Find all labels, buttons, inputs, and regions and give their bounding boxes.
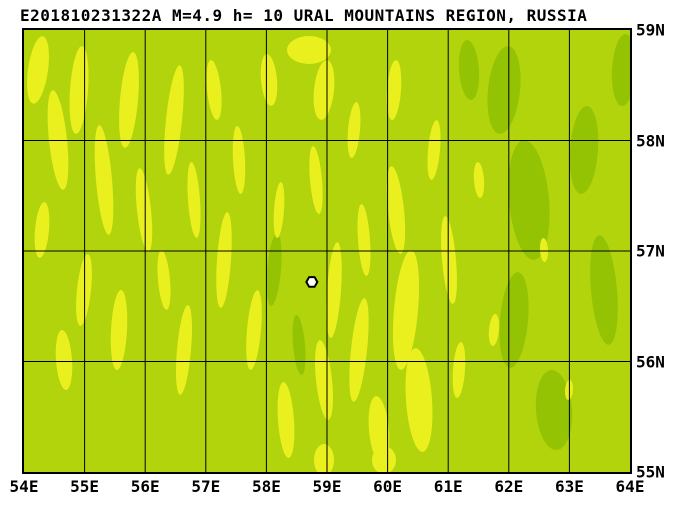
highland-patches (27, 36, 574, 472)
lon-label: 55E (70, 477, 100, 496)
latitude-axis: 59N 58N 57N 56N 55N (636, 0, 676, 505)
lat-label: 57N (636, 241, 665, 261)
lon-label: 58E (251, 477, 281, 496)
map-area (22, 28, 632, 474)
epicenter-marker (305, 276, 319, 288)
lat-label: 58N (636, 131, 665, 150)
lon-label: 61E (433, 477, 463, 496)
lon-label: 54E (9, 477, 39, 496)
lat-label: 56N (636, 352, 665, 371)
lon-label: 64E (615, 477, 645, 496)
lat-label: 59N (636, 20, 665, 40)
lon-label: 63E (554, 477, 584, 496)
lon-label: 62E (494, 477, 524, 496)
lat-label: 55N (636, 462, 665, 482)
grid-lines (24, 30, 630, 472)
lowland-patches (266, 34, 630, 450)
longitude-axis: 54E 55E 56E 57E 58E 59E 60E 61E 62E 63E 64E (0, 477, 677, 497)
lon-label: 56E (130, 477, 160, 496)
lon-label: 59E (312, 477, 342, 496)
lon-label: 57E (191, 477, 221, 496)
map-title: E201810231322A M=4.9 h= 10 URAL MOUNTAIN… (20, 6, 588, 25)
lon-label: 60E (373, 477, 403, 496)
map-canvas (24, 30, 630, 472)
